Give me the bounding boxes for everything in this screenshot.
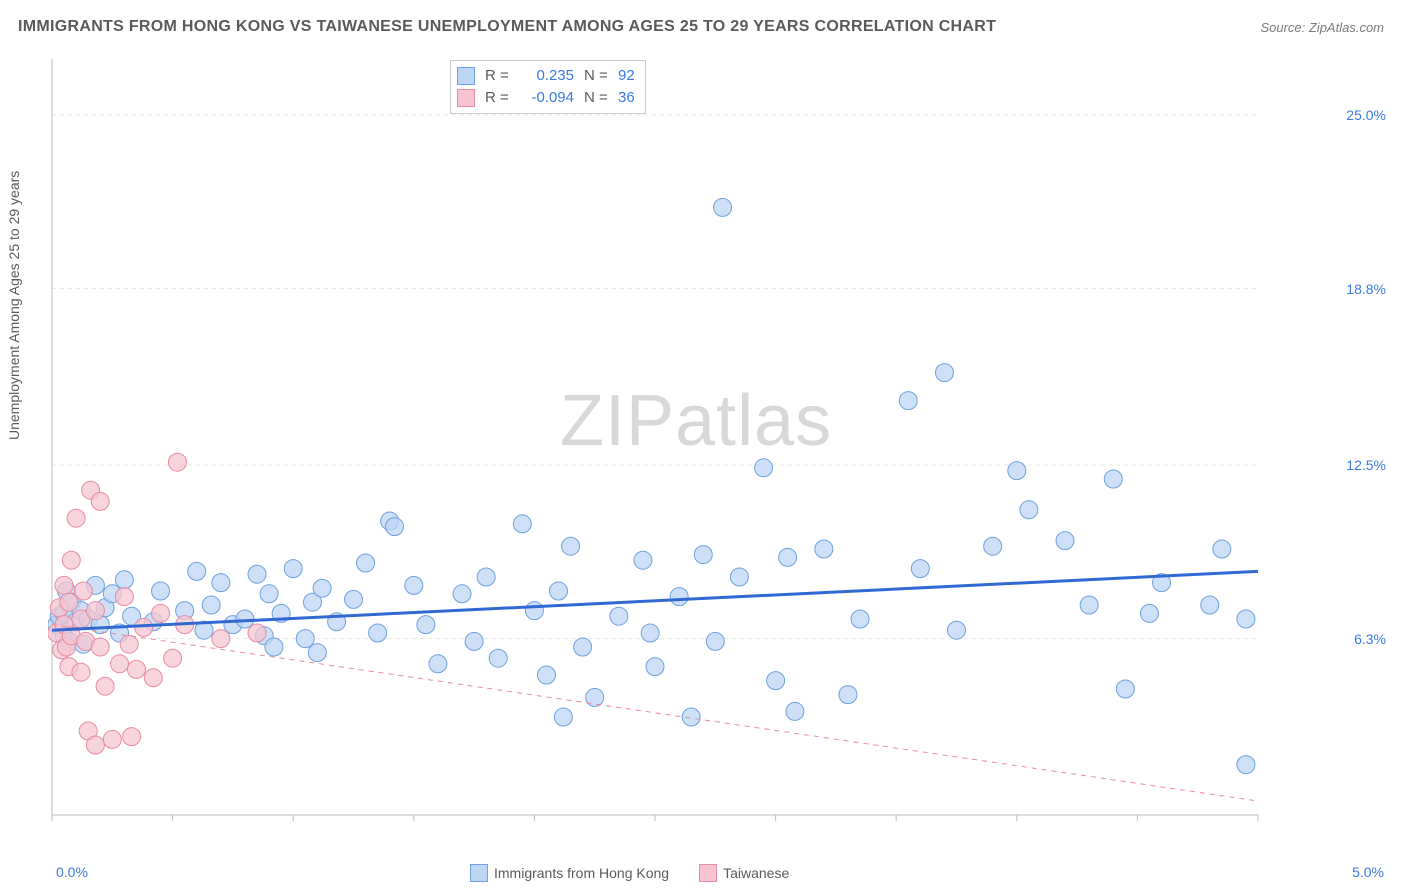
legend-label-taiwanese: Taiwanese <box>723 865 789 881</box>
stats-row-hongkong: R = 0.235 N = 92 <box>457 65 635 87</box>
chart-title: IMMIGRANTS FROM HONG KONG VS TAIWANESE U… <box>18 18 996 36</box>
legend-item-hongkong: Immigrants from Hong Kong <box>470 864 669 882</box>
swatch-hongkong <box>457 67 475 85</box>
stat-r-label: R = <box>485 65 511 87</box>
stat-r-label: R = <box>485 87 511 109</box>
bottom-legend: Immigrants from Hong Kong Taiwanese <box>470 864 789 882</box>
x-axis-max-label: 5.0% <box>1352 864 1384 880</box>
stat-n-value-taiwanese: 36 <box>618 87 635 109</box>
y-axis-label: Unemployment Among Ages 25 to 29 years <box>6 171 22 440</box>
stats-row-taiwanese: R = -0.094 N = 36 <box>457 87 635 109</box>
x-axis-min-label: 0.0% <box>56 864 88 880</box>
y-tick-label: 18.8% <box>1346 281 1386 297</box>
stat-r-value-hongkong: 0.235 <box>519 65 574 87</box>
stat-n-label: N = <box>584 65 610 87</box>
stat-n-label: N = <box>584 87 610 109</box>
legend-item-taiwanese: Taiwanese <box>699 864 789 882</box>
chart-svg <box>48 55 1328 845</box>
legend-label-hongkong: Immigrants from Hong Kong <box>494 865 669 881</box>
stats-legend-box: R = 0.235 N = 92 R = -0.094 N = 36 <box>450 60 646 114</box>
y-tick-label: 6.3% <box>1354 631 1386 647</box>
chart-source: Source: ZipAtlas.com <box>1260 20 1384 35</box>
y-tick-label: 25.0% <box>1346 107 1386 123</box>
swatch-taiwanese <box>699 864 717 882</box>
stat-r-value-taiwanese: -0.094 <box>519 87 574 109</box>
plot-area <box>48 55 1328 845</box>
stat-n-value-hongkong: 92 <box>618 65 635 87</box>
y-tick-label: 12.5% <box>1346 457 1386 473</box>
swatch-taiwanese <box>457 89 475 107</box>
swatch-hongkong <box>470 864 488 882</box>
